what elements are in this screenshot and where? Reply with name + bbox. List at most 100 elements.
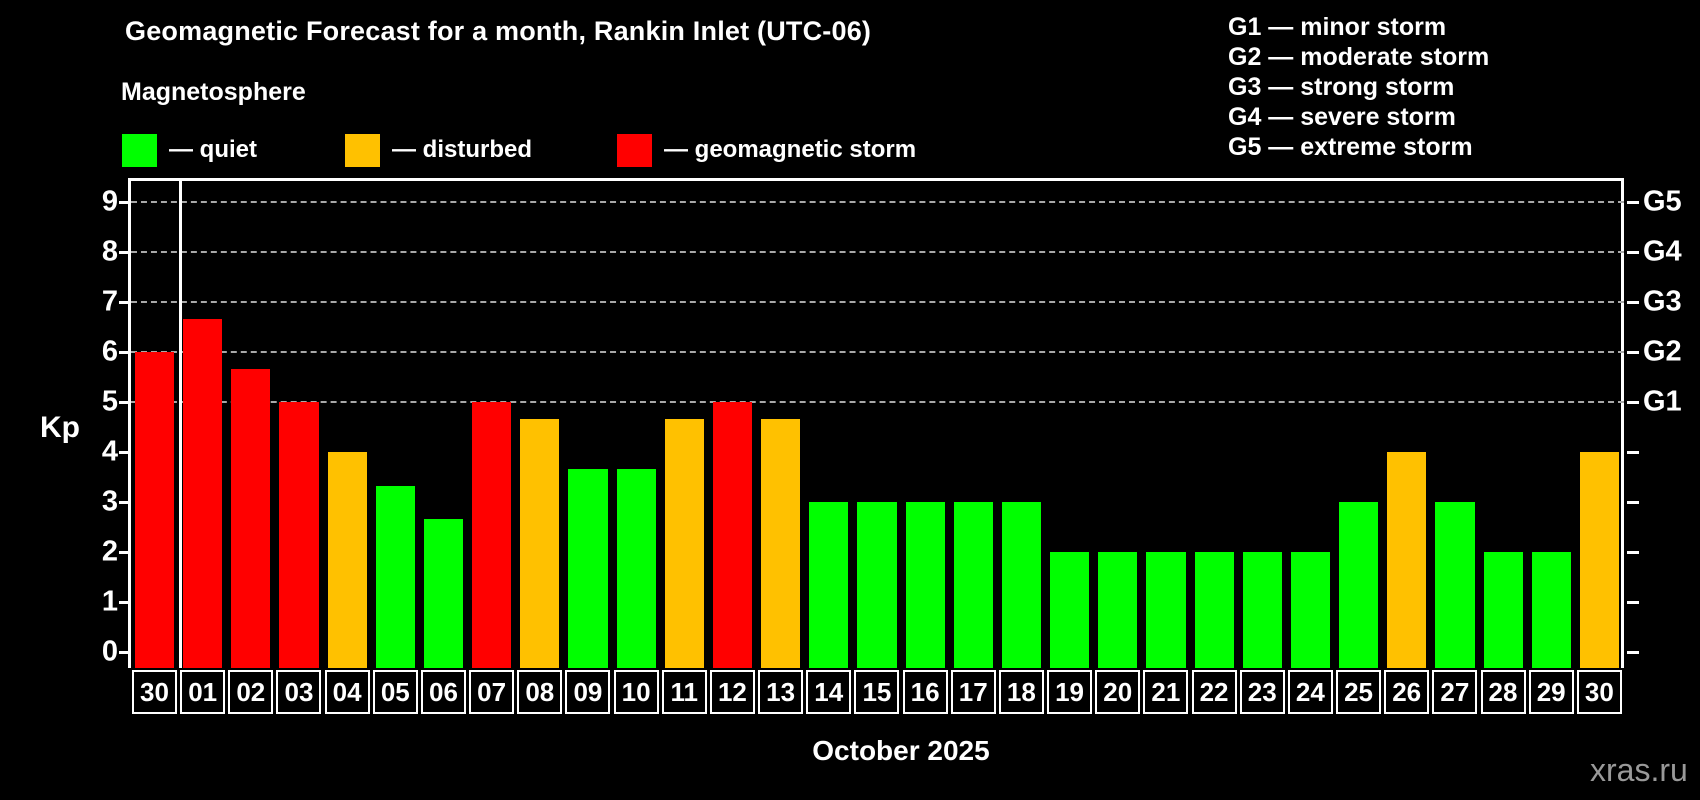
y-axis-tick [119,600,128,604]
day-label-box: 26 [1384,670,1430,714]
gridline [131,251,1624,253]
day-label-box: 27 [1432,670,1478,714]
plot-frame [128,178,1624,668]
kp-bar [1001,502,1042,668]
day-label-box: 01 [180,670,226,714]
y-axis-tick [119,500,128,504]
kp-bar [520,418,560,668]
g-scale-legend: G1 — minor storm G2 — moderate storm G3 … [1228,12,1489,162]
month-separator-line [179,181,183,668]
kp-bar [1339,502,1379,668]
y-axis-tick-label: 5 [101,385,118,418]
y-axis-tick [119,250,128,254]
day-label-box: 20 [1095,670,1141,714]
kp-bar [375,485,415,668]
legend-item-storm: — geomagnetic storm [617,133,916,167]
kp-bar [1290,552,1331,668]
day-label-box: 06 [420,670,466,714]
y-axis-tick [119,200,128,204]
y-axis-tick-label: 3 [101,485,118,518]
g-level-label: G2 [1643,335,1682,368]
day-label-box: 05 [372,670,418,714]
y-axis-tick-label: 7 [101,285,118,318]
kp-bar [327,452,367,668]
kp-bar [953,502,993,668]
kp-bar [616,468,656,668]
kp-bar [1387,452,1427,668]
g-scale-legend-line: G2 — moderate storm [1228,43,1490,71]
g-scale-legend-line: G4 — severe storm [1228,103,1456,131]
right-axis-tick [1627,500,1639,504]
day-label-box: 14 [806,670,852,714]
y-axis-tick [119,300,128,304]
day-label-box: 09 [565,670,611,714]
kp-bar [231,368,271,668]
right-axis-tick [1627,200,1639,204]
watermark: xras.ru [1590,752,1688,788]
kp-bar [1531,552,1571,668]
day-label-box: 29 [1528,670,1574,714]
kp-bar [712,402,753,668]
kp-bar [135,352,175,668]
legend-label-quiet: — quiet [169,136,257,163]
day-label-box: 03 [276,670,322,714]
g-scale-legend-line: G5 — extreme storm [1228,133,1473,161]
right-axis-tick [1627,400,1639,404]
day-label-box: 28 [1480,670,1526,714]
kp-bar [1435,502,1475,668]
day-label-box: 15 [854,670,900,714]
kp-bar [1242,552,1282,668]
day-label-box: 02 [228,670,274,714]
kp-bar [568,468,608,668]
kp-bar [1194,552,1234,668]
right-axis-tick [1627,350,1639,354]
g-level-label: G4 [1643,235,1682,268]
page-title: Geomagnetic Forecast for a month, Rankin… [125,16,872,46]
kp-bar [761,418,801,668]
day-label-box: 18 [998,670,1044,714]
kp-bar [472,402,512,668]
day-label-box: 10 [613,670,659,714]
quiet-color-swatch [122,133,157,167]
y-axis-tick [119,350,128,354]
day-label-box: 11 [661,670,707,714]
legend-item-disturbed: — disturbed [345,133,532,167]
right-axis-tick [1627,600,1639,604]
kp-bar [183,318,223,668]
y-axis-tick-label: 8 [101,235,118,268]
right-axis-tick [1627,550,1639,554]
day-label-box: 08 [517,670,563,714]
g-scale-legend-line: G3 — strong storm [1228,73,1455,101]
g-level-label: G5 [1643,185,1682,218]
gridline [131,201,1624,203]
g-scale-legend-line: G1 — minor storm [1228,13,1447,41]
kp-bar [905,502,945,668]
g-level-label: G3 [1643,285,1682,318]
y-axis-tick-label: 1 [101,585,118,618]
g-level-label: G1 [1643,385,1682,418]
day-label-box: 30 [132,670,177,714]
kp-bar [809,502,849,668]
legend-label-disturbed: — disturbed [392,136,533,163]
chart-subtitle: Magnetosphere [121,78,306,106]
kp-bar [1146,552,1186,668]
kp-bar [664,418,704,668]
day-label-box: 16 [902,670,948,714]
y-axis-tick-label: 9 [101,185,118,218]
y-axis-title: Kp [40,411,80,444]
kp-bar [1050,552,1090,668]
legend-item-quiet: — quiet [122,133,257,167]
y-axis-tick-label: 4 [101,435,118,468]
day-label-box: 04 [324,670,370,714]
gridline [131,351,1624,353]
legend-label-storm: — geomagnetic storm [664,136,917,163]
y-axis-tick [119,650,128,654]
day-label-box: 17 [950,670,996,714]
day-label-box: 22 [1191,670,1237,714]
kp-bar [1579,452,1619,668]
day-label-box: 19 [1047,670,1093,714]
gridline [131,301,1624,303]
storm-color-swatch [617,133,652,167]
kp-bar [1483,552,1523,668]
